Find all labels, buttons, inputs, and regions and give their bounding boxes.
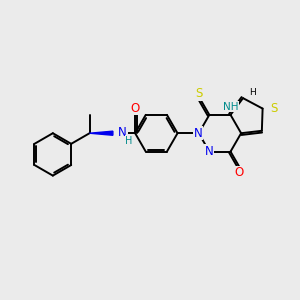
Text: S: S [270,102,277,115]
Text: H: H [249,88,256,97]
Text: NH: NH [223,102,238,112]
Text: N: N [205,145,214,158]
Text: O: O [234,166,244,179]
Text: O: O [130,102,140,115]
Text: S: S [196,87,203,100]
Text: N: N [194,127,203,140]
Text: H: H [125,136,133,146]
Polygon shape [90,131,113,135]
Text: N: N [118,126,127,139]
